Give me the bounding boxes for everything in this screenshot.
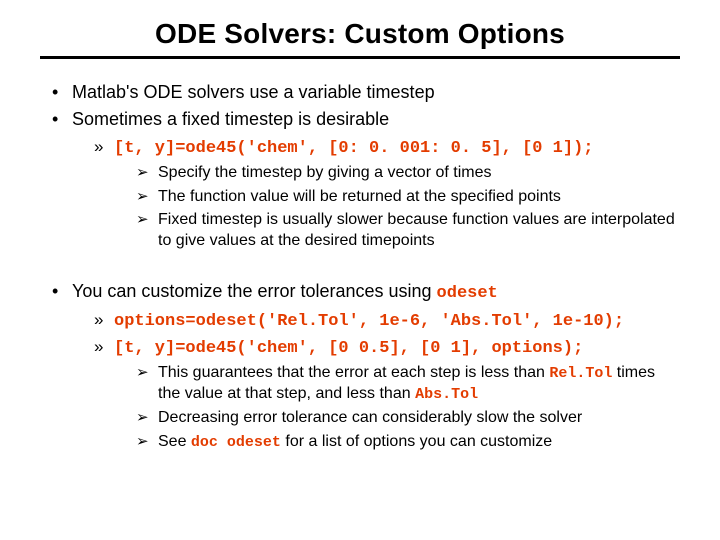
- keyword-odeset: odeset: [437, 284, 498, 303]
- spacer: [40, 256, 680, 276]
- code-odeset-options: options=odeset('Rel.Tol', 1e-6, 'Abs.Tol…: [92, 309, 680, 333]
- bullet-variable-timestep: Matlab's ODE solvers use a variable time…: [48, 81, 680, 104]
- text-pre: This guarantees that the error at each s…: [158, 364, 549, 381]
- code-text: options=odeset('Rel.Tol', 1e-6, 'Abs.Tol…: [114, 312, 624, 331]
- code-ode45-fixed: [t, y]=ode45('chem', [0: 0. 001: 0. 5], …: [92, 136, 680, 252]
- bullets-level2-group1: [t, y]=ode45('chem', [0: 0. 001: 0. 5], …: [72, 136, 680, 252]
- note-slow-solver: Decreasing error tolerance can considera…: [136, 408, 680, 429]
- bullet-fixed-timestep: Sometimes a fixed timestep is desirable …: [48, 108, 680, 252]
- note-specify-timestep: Specify the timestep by giving a vector …: [136, 163, 680, 184]
- code-ode45-options: [t, y]=ode45('chem', [0 0.5], [0 1], opt…: [92, 336, 680, 452]
- bullet-text-pre: You can customize the error tolerances u…: [72, 281, 437, 301]
- keyword-reltol: Rel.Tol: [549, 365, 612, 382]
- bullets-level1-group1: Matlab's ODE solvers use a variable time…: [40, 81, 680, 252]
- bullets-level1-group2: You can customize the error tolerances u…: [40, 280, 680, 452]
- bullets-level2-group2: options=odeset('Rel.Tol', 1e-6, 'Abs.Tol…: [72, 309, 680, 452]
- text-pre: See: [158, 433, 191, 450]
- note-slower-interp: Fixed timestep is usually slower because…: [136, 210, 680, 252]
- note-error-guarantee: This guarantees that the error at each s…: [136, 363, 680, 405]
- note-doc-odeset: See doc odeset for a list of options you…: [136, 432, 680, 453]
- code-text: [t, y]=ode45('chem', [0 0.5], [0 1], opt…: [114, 339, 583, 358]
- note-return-points: The function value will be returned at t…: [136, 187, 680, 208]
- keyword-abstol: Abs.Tol: [415, 386, 478, 403]
- slide-title: ODE Solvers: Custom Options: [40, 18, 680, 50]
- keyword-doc-odeset: doc odeset: [191, 434, 281, 451]
- bullet-odeset: You can customize the error tolerances u…: [48, 280, 680, 452]
- bullets-level3-group1: Specify the timestep by giving a vector …: [114, 163, 680, 252]
- code-text: [t, y]=ode45('chem', [0: 0. 001: 0. 5], …: [114, 139, 593, 158]
- bullets-level3-group2: This guarantees that the error at each s…: [114, 363, 680, 452]
- bullet-text: Sometimes a fixed timestep is desirable: [72, 109, 389, 129]
- text-post: for a list of options you can customize: [281, 433, 552, 450]
- slide: ODE Solvers: Custom Options Matlab's ODE…: [0, 0, 720, 540]
- title-underline: [40, 56, 680, 59]
